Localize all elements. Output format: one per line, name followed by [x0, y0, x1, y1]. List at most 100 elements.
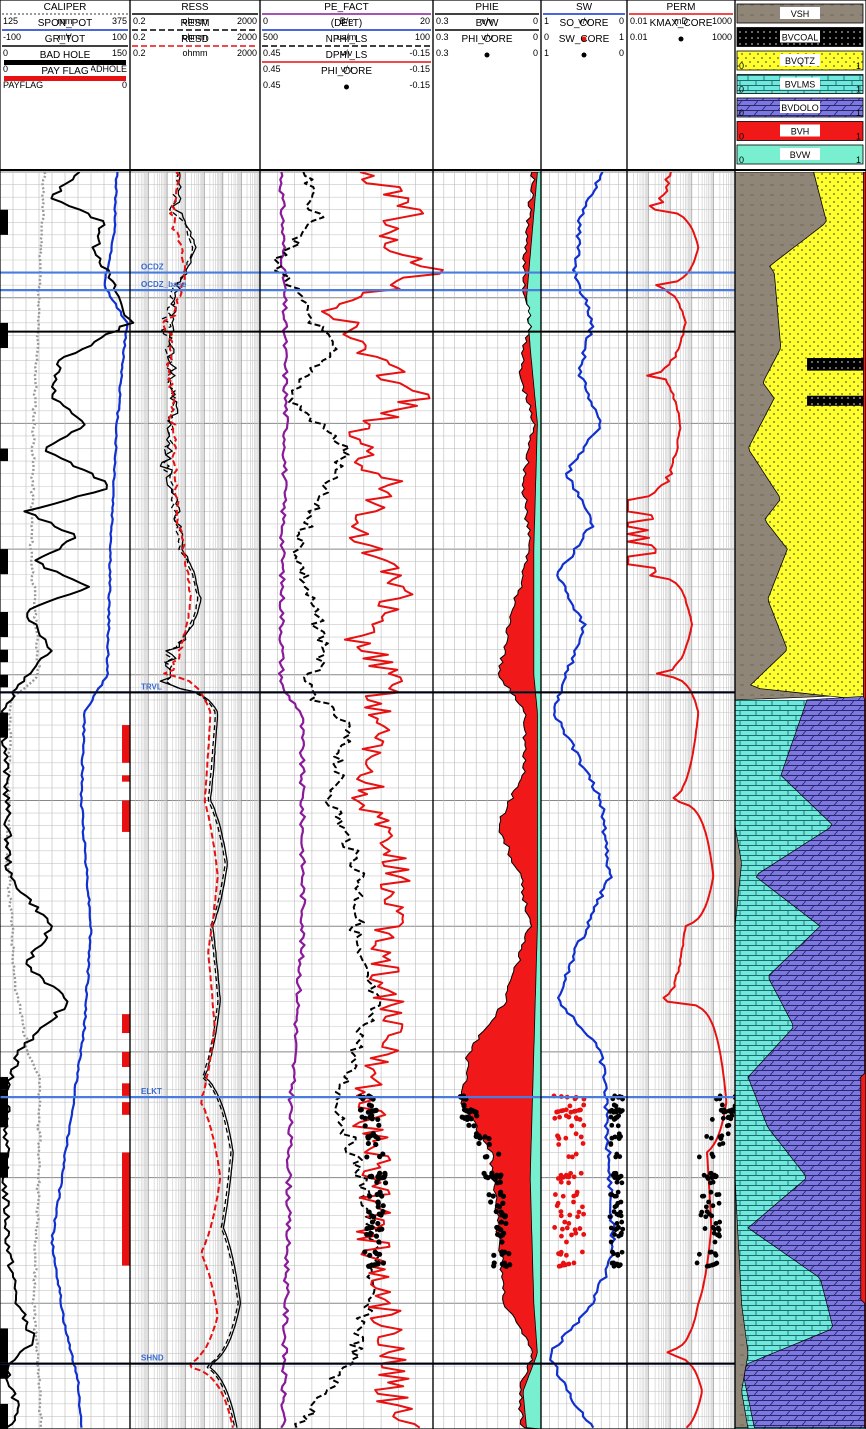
track3-entry-1-min: 500 [263, 32, 278, 42]
phi-core-point-t4 [506, 1251, 512, 1257]
bvdolo-fill [743, 172, 866, 1429]
so-core-point [559, 1233, 564, 1239]
phi-core-point-t4 [485, 1175, 491, 1181]
track1-entry-0-min: 125 [3, 16, 18, 26]
legend-bvh: BVH 0 1 [736, 121, 864, 142]
kmax-core-point [713, 1252, 719, 1258]
track1-entry-1-unit: mV [58, 32, 72, 42]
pay-flag [122, 800, 130, 832]
track1-entry-4-title: PAY FLAG [41, 66, 88, 77]
phi-core-point [368, 1133, 374, 1139]
kmax-core-point [711, 1230, 717, 1236]
bvcoal-bed [807, 395, 864, 406]
legend-label-bg [780, 124, 820, 137]
track3-entry-4-title: PHI_CORE [321, 66, 372, 77]
track2-entry-0-min: 0.2 [133, 16, 146, 26]
so-core-point [566, 1221, 572, 1226]
phi-core-point-t4 [500, 1200, 506, 1206]
phi-core-point-t4 [486, 1141, 492, 1148]
legend-bvcoal: BVCOAL [736, 27, 864, 47]
kmax-core-point [719, 1102, 725, 1108]
phi-core-point [377, 1192, 384, 1198]
phie-fill [460, 172, 542, 1429]
kmax-core-point [704, 1134, 710, 1139]
kmax-core-point [703, 1204, 709, 1210]
phi-core-point-t4 [486, 1135, 492, 1142]
so-core-point [554, 1109, 560, 1115]
sw-core-point [615, 1176, 621, 1181]
phi-core-point [375, 1204, 381, 1210]
track4-entry-0-min: 0.3 [436, 16, 449, 26]
phi-core-point-t4 [493, 1208, 499, 1215]
pay-flag [122, 775, 130, 782]
kmax-core-point [717, 1142, 723, 1147]
track5-entry-1-min: 0 [544, 32, 549, 42]
kmax-core-point [706, 1199, 711, 1205]
legend-label: BVW [790, 150, 811, 160]
track4-entry-2: PHI_CORE 0.3 0 [436, 34, 538, 58]
phi-core-point-t4 [486, 1192, 492, 1198]
so-core-point [574, 1192, 579, 1198]
phi-core-point [373, 1141, 379, 1148]
sw-core-point [616, 1113, 622, 1119]
kmax-core-point [709, 1117, 715, 1122]
phi-core-point-t4 [468, 1116, 474, 1122]
track2-entry-1-max: 2000 [237, 32, 257, 42]
so-core-point [571, 1260, 577, 1266]
kmax-core-point [707, 1249, 713, 1255]
track4-entry-1-max: 0 [533, 32, 538, 42]
kmax-core-point [708, 1189, 714, 1195]
track3-entry-4-dot [344, 84, 349, 90]
track3-entry-1-max: 100 [415, 32, 430, 42]
track2-entry-1-min: 0.2 [133, 32, 146, 42]
phi-core-point-t4 [482, 1154, 488, 1160]
track4-entry-1-title: BVW [476, 18, 499, 29]
phi-core-point [378, 1212, 384, 1218]
bvw-fill [522, 172, 542, 1429]
track3-entry-3-max: -0.15 [409, 64, 430, 74]
legend-min: 0 [739, 132, 744, 142]
track-border [734, 0, 866, 1429]
track1-entry-3-title: BAD HOLE [40, 50, 91, 61]
sw-core-point [615, 1123, 621, 1129]
sp-curve [50, 172, 129, 1428]
track1-entry-0-title: CALIPER [44, 2, 87, 13]
so-core-point [558, 1249, 564, 1255]
so-core-point [556, 1142, 562, 1147]
sw-core-point [619, 1249, 625, 1255]
track5-entry-2-dot [581, 52, 587, 58]
pay-flag [122, 1051, 130, 1067]
phi-core-point [375, 1116, 381, 1123]
track1-entry-3-swatch [4, 60, 126, 65]
pe-curve [278, 172, 307, 1429]
track6-entry-1-dot [678, 36, 684, 42]
track5-entry-2-min: 1 [544, 48, 549, 58]
so-core-point [567, 1212, 573, 1218]
legend-label: BVH [791, 127, 810, 137]
phi-core-point-t4 [503, 1220, 509, 1227]
sw-core-point [616, 1263, 622, 1269]
track1-entry-4-swatch [4, 76, 126, 81]
legend-max: 1 [856, 61, 861, 71]
badhole-flag [0, 448, 8, 462]
kmax-core-point [718, 1136, 724, 1141]
legend-label: BVCOAL [782, 33, 819, 43]
sw-core-point [608, 1225, 614, 1231]
phi-core-point-t4 [498, 1219, 505, 1225]
phi-core-point-t4 [489, 1170, 495, 1176]
legend-bvdolo: BVDOLO 0 1 [736, 97, 864, 118]
bvh-fill [860, 172, 866, 1429]
so-core-point [578, 1170, 584, 1176]
kmax-core-point [714, 1260, 720, 1266]
kmax-core-point [699, 1193, 705, 1199]
badhole-flag [0, 712, 8, 738]
track3-entry-0: PE_FACT 0 20 B/e [262, 2, 431, 26]
track1-entry-4-max: 0 [122, 80, 127, 90]
sw-core-point [619, 1219, 625, 1225]
phi-core-point-t4 [491, 1252, 497, 1258]
badhole-flag [0, 1152, 8, 1178]
track2-entry-2-min: 0.2 [133, 48, 146, 58]
badhole-flag [0, 649, 8, 663]
sw-core-point [607, 1214, 613, 1220]
